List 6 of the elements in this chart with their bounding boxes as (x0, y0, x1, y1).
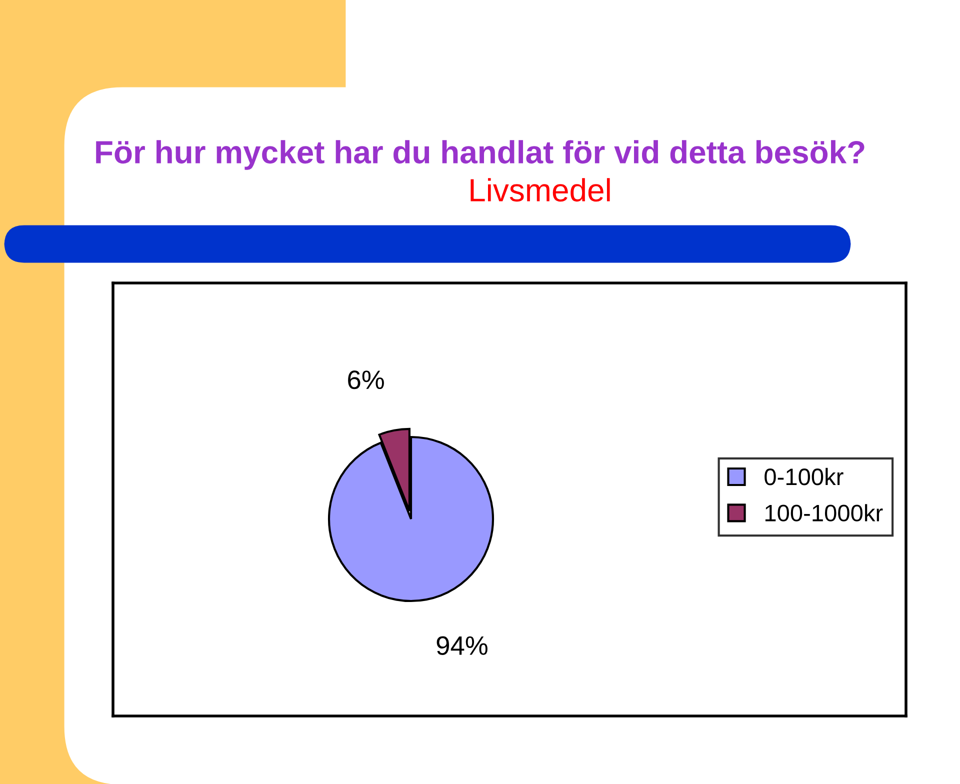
legend-label: 100-1000kr (765, 504, 883, 522)
legend-label: 0-100kr (764, 468, 844, 486)
data-label: 6% (348, 370, 384, 390)
chart-title: För hur mycket har du handlat för vid detta besök? (96, 140, 864, 170)
data-label: 94% (436, 636, 488, 655)
chart-subtitle: Livsmedel (470, 178, 610, 202)
